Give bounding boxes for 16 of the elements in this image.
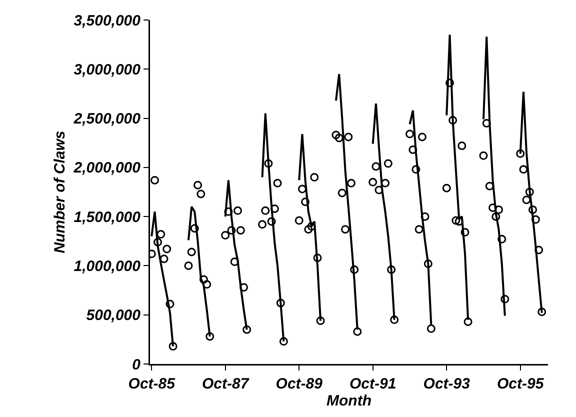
x-tick-label: Oct-85 (128, 376, 176, 392)
x-axis-title: Month (326, 392, 372, 410)
y-tick-label: 2,500,000 (72, 110, 142, 128)
y-tick-label: 2,000,000 (72, 160, 142, 177)
y-tick-label: 1,000,000 (74, 258, 142, 275)
x-tick-label: Oct-89 (276, 376, 324, 392)
y-tick-label: 3,500,000 (74, 12, 142, 30)
y-tick-label: 3,000,000 (74, 61, 142, 78)
x-tick-label: Oct-87 (202, 376, 250, 392)
y-tick-label: 0 (132, 356, 142, 374)
x-tick-label: Oct-95 (496, 376, 544, 392)
x-tick-label: Oct-93 (423, 376, 471, 392)
y-axis-title: Number of Claws (51, 130, 68, 254)
x-tick-label: Oct-91 (349, 376, 396, 392)
y-tick-label: 1,500,000 (74, 208, 142, 226)
y-tick-label: 500,000 (86, 307, 142, 324)
